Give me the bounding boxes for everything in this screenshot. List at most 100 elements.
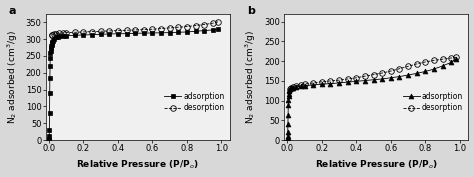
adsorption xyxy=(47,77,53,79)
desorption xyxy=(290,86,295,88)
adsorption xyxy=(336,82,342,84)
adsorption xyxy=(210,29,216,31)
desorption xyxy=(379,72,385,74)
adsorption xyxy=(49,44,55,46)
desorption xyxy=(345,78,351,80)
desorption xyxy=(210,22,216,24)
adsorption xyxy=(285,113,291,116)
desorption xyxy=(53,33,59,35)
adsorption xyxy=(184,31,190,33)
desorption xyxy=(107,30,112,32)
adsorption xyxy=(285,123,291,125)
adsorption xyxy=(46,129,52,131)
desorption xyxy=(89,31,95,33)
desorption xyxy=(158,27,164,30)
adsorption xyxy=(81,34,86,36)
desorption xyxy=(336,79,342,81)
adsorption xyxy=(440,65,446,67)
adsorption xyxy=(48,50,54,52)
desorption xyxy=(388,70,394,72)
adsorption xyxy=(302,85,308,87)
adsorption xyxy=(48,47,54,50)
adsorption xyxy=(60,35,65,37)
desorption xyxy=(287,88,293,90)
adsorption xyxy=(56,35,62,37)
desorption xyxy=(362,75,368,77)
desorption xyxy=(60,32,65,34)
adsorption xyxy=(328,83,333,85)
adsorption xyxy=(141,32,146,34)
Line: desorption: desorption xyxy=(49,19,221,38)
adsorption xyxy=(72,34,78,36)
adsorption xyxy=(215,28,221,30)
adsorption xyxy=(362,79,368,82)
adsorption xyxy=(115,33,121,35)
desorption xyxy=(414,63,419,65)
adsorption xyxy=(371,79,376,81)
adsorption xyxy=(53,36,59,38)
adsorption xyxy=(414,72,419,75)
adsorption xyxy=(47,92,53,94)
desorption xyxy=(141,28,146,31)
desorption xyxy=(150,28,155,30)
adsorption xyxy=(448,61,454,63)
desorption xyxy=(397,68,402,70)
adsorption xyxy=(64,35,69,37)
desorption xyxy=(310,82,316,84)
adsorption xyxy=(193,30,199,32)
desorption xyxy=(193,24,199,27)
desorption xyxy=(175,26,181,28)
adsorption xyxy=(107,33,112,35)
desorption xyxy=(302,83,308,85)
adsorption xyxy=(48,45,54,47)
desorption xyxy=(454,56,459,58)
adsorption xyxy=(286,93,292,95)
adsorption xyxy=(379,78,385,80)
desorption xyxy=(51,33,57,35)
desorption xyxy=(201,24,207,26)
Line: adsorption: adsorption xyxy=(285,57,459,142)
adsorption xyxy=(287,89,292,91)
desorption xyxy=(64,32,69,34)
adsorption xyxy=(47,56,53,59)
adsorption xyxy=(397,76,402,78)
desorption xyxy=(132,29,138,31)
adsorption xyxy=(49,42,55,44)
Y-axis label: N$_2$ adsorbed (cm$^3$/g): N$_2$ adsorbed (cm$^3$/g) xyxy=(6,30,20,124)
desorption xyxy=(49,34,55,36)
adsorption xyxy=(158,32,164,34)
desorption xyxy=(288,87,294,89)
adsorption xyxy=(132,32,138,34)
adsorption xyxy=(310,84,316,86)
desorption xyxy=(298,84,304,86)
desorption xyxy=(371,74,376,76)
adsorption xyxy=(405,74,411,76)
adsorption xyxy=(46,138,52,141)
adsorption xyxy=(354,80,359,82)
Text: b: b xyxy=(247,6,255,16)
adsorption xyxy=(285,135,291,137)
adsorption xyxy=(89,34,95,36)
adsorption xyxy=(287,88,293,90)
adsorption xyxy=(298,85,304,87)
adsorption xyxy=(285,131,291,133)
adsorption xyxy=(46,112,52,114)
desorption xyxy=(124,29,129,31)
Line: desorption: desorption xyxy=(287,55,459,92)
desorption xyxy=(56,32,62,34)
adsorption xyxy=(98,33,104,35)
adsorption xyxy=(286,95,292,97)
adsorption xyxy=(285,99,291,101)
desorption xyxy=(328,80,333,82)
desorption xyxy=(215,21,221,23)
desorption xyxy=(115,30,121,32)
adsorption xyxy=(286,90,292,92)
adsorption xyxy=(150,32,155,34)
desorption xyxy=(98,30,104,32)
Legend: adsorption, desorption: adsorption, desorption xyxy=(401,91,465,114)
Text: a: a xyxy=(9,6,16,16)
adsorption xyxy=(345,81,351,83)
adsorption xyxy=(50,40,56,42)
desorption xyxy=(293,85,299,87)
adsorption xyxy=(285,137,291,139)
